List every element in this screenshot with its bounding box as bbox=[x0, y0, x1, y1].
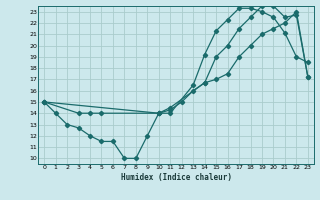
X-axis label: Humidex (Indice chaleur): Humidex (Indice chaleur) bbox=[121, 173, 231, 182]
